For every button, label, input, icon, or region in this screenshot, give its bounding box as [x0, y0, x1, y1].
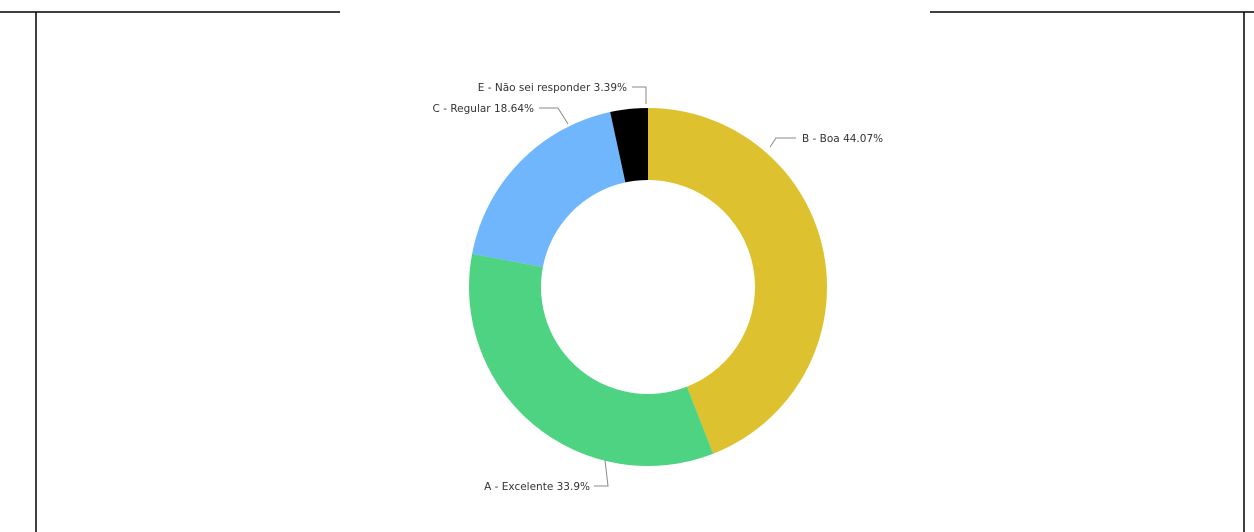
slice-labels: B - Boa 44.07% A - Excelente 33.9% C - Reg…	[433, 82, 884, 493]
slice-e-nao-sei-responder[interactable]	[610, 108, 648, 183]
label-e-nao-sei-responder: E - Não sei responder 3.39%	[478, 82, 627, 94]
slice-c-regular[interactable]	[472, 112, 626, 268]
leader-e-nao-sei-responder	[632, 86, 647, 104]
frame-border	[0, 11, 1254, 532]
label-leaders	[539, 86, 796, 487]
slice-b-boa[interactable]	[648, 108, 827, 454]
slice-a-excelente[interactable]	[468, 253, 714, 466]
donut-slices	[468, 108, 827, 466]
leader-b-boa	[769, 137, 796, 148]
leader-a-excelente	[594, 459, 609, 487]
label-b-boa: B - Boa 44.07%	[802, 133, 883, 145]
label-a-excelente: A - Excelente 33.9%	[484, 481, 590, 493]
leader-c-regular	[539, 107, 569, 125]
label-c-regular: C - Regular 18.64%	[433, 103, 534, 115]
